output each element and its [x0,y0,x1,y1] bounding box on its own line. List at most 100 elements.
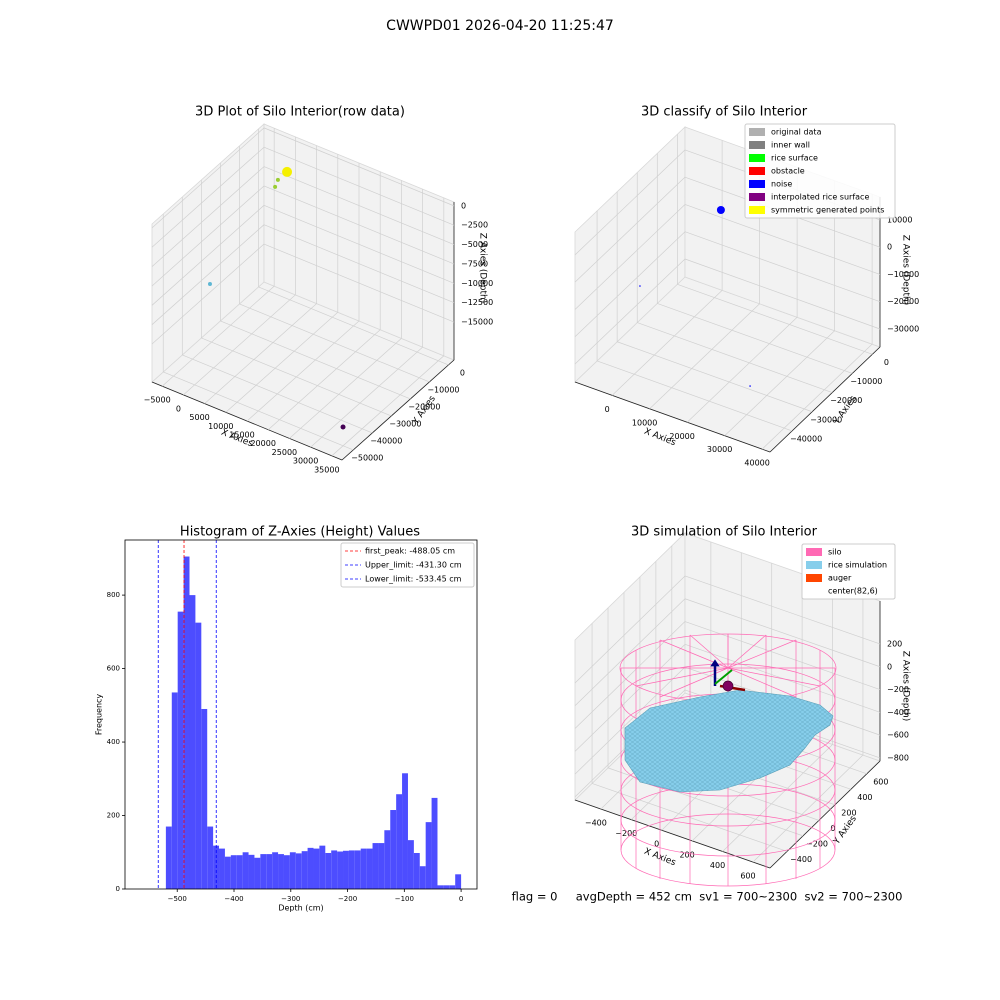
grid-line [151,205,265,306]
bar [325,852,332,889]
y-tick-label: −10000 [850,377,882,386]
x-tick-label: 15000 [229,431,254,440]
bar [372,843,379,889]
legend-box [801,543,896,600]
bar [354,850,361,889]
grid-line [331,355,445,457]
grid-line [263,224,455,304]
legend-label: first_peak: -488.05 cm [365,547,455,556]
z-tick-label: 0 [887,662,892,671]
x-tick-label: 0 [176,404,181,413]
z-tick-label: −10000 [887,270,919,279]
bar [431,797,438,889]
z-tick-label: −200 [887,685,909,694]
legend-label: center(82,6) [828,587,878,596]
y-tick-label: 600 [107,665,120,673]
grid-line [574,176,686,283]
bar [413,852,420,889]
grid-line [596,360,793,432]
bar [384,830,391,889]
chart-title: 3D classify of Silo Interior [641,105,808,120]
x-tick-label: 20000 [250,439,275,448]
grid-line [239,303,430,383]
bar [278,854,284,889]
grid-line [722,744,833,852]
y-tick-label: −20000 [830,396,862,405]
grid-line [151,127,265,229]
grid-line [163,371,354,451]
grid-line [617,341,813,413]
bar [449,885,456,889]
grid-line [161,285,275,387]
y-tick-label: 800 [107,591,120,599]
grid-line [263,204,455,284]
grid-line [151,224,265,325]
point [716,206,725,215]
bar [177,611,184,889]
grid-line [574,231,686,337]
bar [402,773,408,889]
axis-line [341,359,455,461]
x-tick-label: 40000 [744,459,769,468]
legend-label: Lower_limit: -533.45 cm [365,575,462,584]
y-tick-label: 400 [857,793,872,802]
legend-label: symmetric generated points [771,206,884,215]
y-tick-label: −40000 [370,436,402,445]
grid-line [684,258,881,330]
grid-line [183,294,296,396]
legend-label: obstacle [771,167,805,176]
bar [189,595,196,889]
grid-line [258,286,449,366]
y-tick-label: −50000 [351,453,383,462]
point [749,385,751,387]
grid-line [289,338,402,439]
x-axis-label: X Axies [643,427,678,449]
legend-swatch [806,561,822,569]
grid-line [182,354,373,434]
x-tick-label: 10000 [208,422,233,431]
point [282,166,293,177]
z-tick-label: 0 [887,243,892,252]
legend-label: noise [771,180,792,189]
z-tick-label: −400 [887,708,909,717]
y-axis-label: Y Axies [831,814,859,847]
z-tick-label: 0 [461,201,466,210]
bar [201,708,208,889]
point [340,424,346,430]
y-tick-label: −10000 [427,385,459,394]
grid-line [204,303,317,404]
bar [236,855,243,889]
z-tick-label: 200 [887,639,902,648]
bar [242,852,249,889]
grid-line [263,243,455,323]
x-tick-label: 400 [710,861,725,870]
x-tick-label: 30000 [293,457,318,466]
y-axis-label: Frequency [95,694,104,736]
z-tick-label: −5000 [461,240,488,249]
bar [165,826,172,889]
bar [272,852,279,889]
x-tick-label: −400 [224,895,243,903]
z-tick-label: −2500 [461,221,488,230]
grid-line [591,783,788,852]
y-tick-label: 600 [873,777,888,786]
y-tick-label: 0 [460,368,465,377]
grid-line [263,146,455,226]
grid-line [246,320,360,422]
grid-line [684,204,881,275]
grid-line [574,598,686,707]
y-tick-label: 400 [107,738,120,746]
bar [230,855,237,889]
y-tick-label: −20000 [408,402,440,411]
bar [295,853,302,889]
z-tick-label: −12500 [461,298,493,307]
point [639,285,641,287]
x-tick-label: −500 [168,895,187,903]
bar [419,866,426,889]
x-tick-label: −300 [281,895,300,903]
legend-swatch [749,180,765,188]
x-tick-label: 5000 [189,413,209,422]
chart-title: 3D simulation of Silo Interior [631,525,818,540]
x-tick-label: 0 [459,895,463,903]
legend-swatch [806,587,822,595]
